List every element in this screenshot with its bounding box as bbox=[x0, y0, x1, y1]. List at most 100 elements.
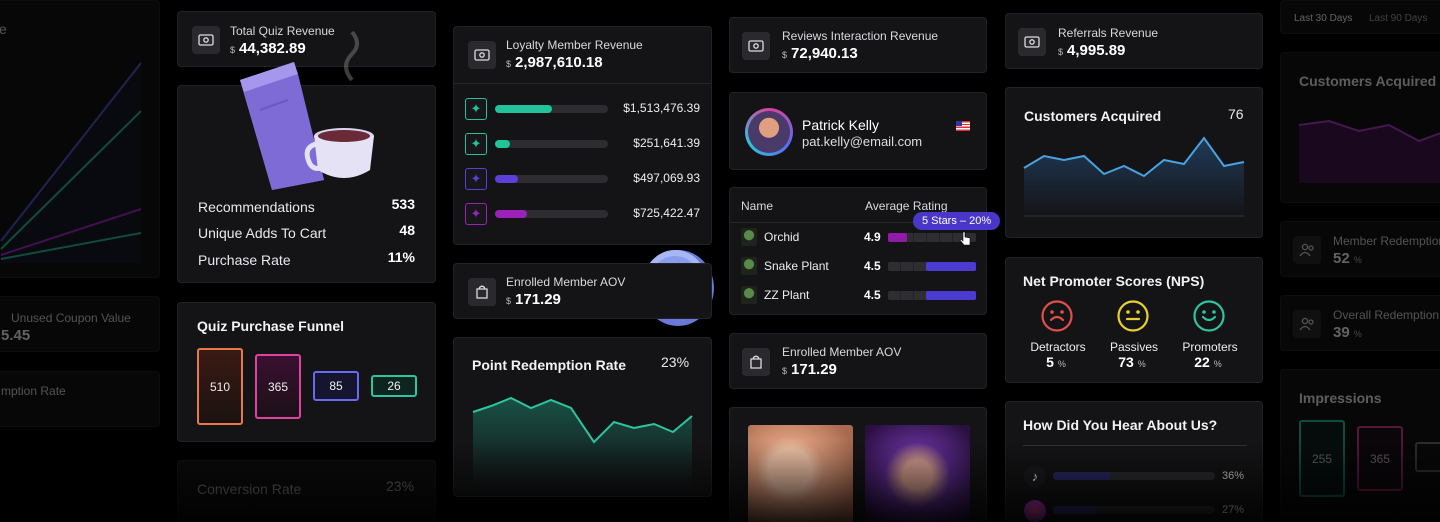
nps-value: 73 % bbox=[1118, 354, 1146, 370]
right-customers-chart bbox=[1298, 119, 1440, 183]
filter-last-90[interactable]: Last 90 Days bbox=[1369, 13, 1428, 24]
left-chart-card: e bbox=[0, 0, 160, 278]
hear-about-fill-2 bbox=[1053, 506, 1097, 514]
nps-face-icon bbox=[1041, 300, 1073, 332]
enrolled-aov-card-1: Enrolled Member AOV $171.29 bbox=[453, 263, 712, 319]
hear-about-title: How Did You Hear About Us? bbox=[1023, 417, 1218, 433]
customers-acquired-value: 76 bbox=[1228, 106, 1244, 122]
impressions-step-2: 365 bbox=[1357, 426, 1403, 491]
hear-about-pct-1: 36% bbox=[1222, 470, 1245, 482]
avatar bbox=[745, 108, 793, 156]
product-image-2[interactable] bbox=[865, 425, 970, 522]
enrolled-aov-label-1: Enrolled Member AOV bbox=[506, 275, 626, 289]
loyalty-bar-fill bbox=[495, 175, 518, 183]
hear-about-card: How Did You Hear About Us? ♪ 36% 27% bbox=[1005, 401, 1263, 522]
customers-acquired-card: Customers Acquired 76 bbox=[1005, 87, 1263, 238]
profile-email: pat.kelly@email.com bbox=[802, 134, 923, 149]
rating-tooltip: 5 Stars – 20% bbox=[913, 212, 1001, 230]
money-icon bbox=[742, 32, 770, 60]
loyalty-card: Loyalty Member Revenue $2,987,610.18 ✦ $1… bbox=[453, 26, 712, 245]
customers-acquired-chart bbox=[1023, 136, 1245, 217]
referrals-value: $4,995.89 bbox=[1058, 42, 1126, 59]
stat-value-recommendations: 533 bbox=[391, 196, 415, 212]
col-header-name: Name bbox=[741, 199, 774, 213]
point-redemption-title: Point Redemption Rate bbox=[472, 357, 627, 373]
conversion-rate-card: Conversion Rate 23% bbox=[177, 460, 436, 522]
money-icon bbox=[468, 41, 496, 69]
ratings-table-card: Name Average Rating Orchid 4.9 Snake Plant… bbox=[729, 187, 987, 315]
product-image-1[interactable] bbox=[748, 425, 853, 522]
funnel-step-2: 365 bbox=[255, 354, 301, 419]
overall-redemption-value: 39 % bbox=[1333, 324, 1362, 341]
unused-coupon-value: 5.45 bbox=[1, 327, 31, 344]
overall-redemption-card: Overall Redemption 39 % bbox=[1280, 295, 1440, 351]
rating-bar-fill bbox=[888, 233, 908, 242]
redemption-rate-label: mption Rate bbox=[1, 384, 66, 398]
funnel-step-3: 85 bbox=[313, 371, 359, 401]
divider bbox=[1023, 445, 1247, 446]
hear-about-fill-1 bbox=[1053, 472, 1112, 480]
enrolled-aov-value-2: $171.29 bbox=[782, 361, 837, 378]
stat-value-purchase-rate: 11% bbox=[387, 249, 415, 265]
rating-bar bbox=[888, 233, 976, 242]
rating-value: 4.5 bbox=[864, 259, 881, 273]
enrolled-aov-label-2: Enrolled Member AOV bbox=[782, 345, 902, 359]
hear-about-bar-1 bbox=[1053, 472, 1215, 480]
loyalty-bar-fill bbox=[495, 105, 552, 113]
plant-thumbnail bbox=[741, 228, 757, 246]
money-icon bbox=[192, 26, 220, 54]
shopping-bag-icon bbox=[468, 278, 496, 306]
quiz-revenue-value: $44,382.89 bbox=[230, 40, 306, 57]
nps-face-icon bbox=[1117, 300, 1149, 332]
loyalty-bar-fill bbox=[495, 140, 510, 148]
conversion-rate-label: Conversion Rate bbox=[197, 481, 302, 497]
funnel-step-4: 26 bbox=[371, 375, 417, 397]
funnel-step-1: 510 bbox=[197, 348, 243, 425]
us-flag-icon bbox=[956, 121, 970, 131]
col-header-rating: Average Rating bbox=[865, 199, 948, 213]
nps-label: Detractors bbox=[1030, 340, 1086, 354]
quiz-funnel-title: Quiz Purchase Funnel bbox=[197, 318, 345, 334]
conversion-rate-value: 23% bbox=[386, 478, 415, 494]
mouse-cursor-icon bbox=[959, 231, 971, 246]
rating-bar bbox=[888, 262, 976, 271]
loyalty-bar bbox=[495, 175, 608, 183]
hear-about-bar-2 bbox=[1053, 506, 1215, 514]
quiz-stats-card: Recommendations 533 Unique Adds To Cart … bbox=[177, 85, 436, 283]
left-fragment: e bbox=[0, 21, 7, 37]
nps-card: Net Promoter Scores (NPS) Detractors 5 % P… bbox=[1005, 257, 1263, 383]
impressions-step-3 bbox=[1415, 442, 1440, 472]
filter-last-30[interactable]: Last 30 Days bbox=[1294, 13, 1353, 24]
customers-acquired-title: Customers Acquired bbox=[1024, 108, 1162, 124]
enrolled-aov-value-1: $171.29 bbox=[506, 291, 561, 308]
rating-value: 4.9 bbox=[864, 230, 881, 244]
nps-face-icon bbox=[1193, 300, 1225, 332]
reviews-revenue-card: Reviews Interaction Revenue $72,940.13 bbox=[729, 17, 987, 73]
rating-name: ZZ Plant bbox=[764, 288, 810, 302]
media-card bbox=[729, 407, 987, 522]
unused-coupon-card: Unused Coupon Value 5.45 bbox=[0, 296, 160, 352]
date-filter-bar: Last 30 Days Last 90 Days bbox=[1280, 0, 1440, 34]
loyalty-amount: $251,641.39 bbox=[633, 136, 700, 150]
referrals-card: Referrals Revenue $4,995.89 bbox=[1005, 13, 1263, 69]
instagram-icon bbox=[1024, 500, 1046, 522]
impressions-title: Impressions bbox=[1299, 390, 1382, 406]
quiz-funnel-card: Quiz Purchase Funnel 510 365 85 26 bbox=[177, 302, 436, 442]
sparkle-icon: ✦ bbox=[465, 98, 487, 120]
sparkle-icon: ✦ bbox=[465, 168, 487, 190]
quiz-revenue-card: Total Quiz Revenue $44,382.89 bbox=[177, 11, 436, 67]
hear-about-pct-2: 27% bbox=[1222, 504, 1245, 516]
point-redemption-chart bbox=[472, 396, 693, 488]
rating-bar-fill bbox=[925, 262, 976, 271]
point-redemption-value: 23% bbox=[661, 354, 690, 370]
member-redemption-label: Member Redemption bbox=[1333, 234, 1440, 248]
profile-card[interactable]: Patrick Kelly pat.kelly@email.com bbox=[729, 92, 987, 170]
right-customers-title: Customers Acquired bbox=[1299, 73, 1437, 89]
member-redemption-card: Member Redemption 52 % bbox=[1280, 221, 1440, 277]
money-icon bbox=[1018, 28, 1046, 56]
quiz-revenue-label: Total Quiz Revenue bbox=[230, 24, 335, 38]
nps-title: Net Promoter Scores (NPS) bbox=[1023, 273, 1205, 289]
enrolled-aov-card-2: Enrolled Member AOV $171.29 bbox=[729, 333, 987, 389]
loyalty-bar bbox=[495, 140, 608, 148]
rating-name: Orchid bbox=[764, 230, 800, 244]
